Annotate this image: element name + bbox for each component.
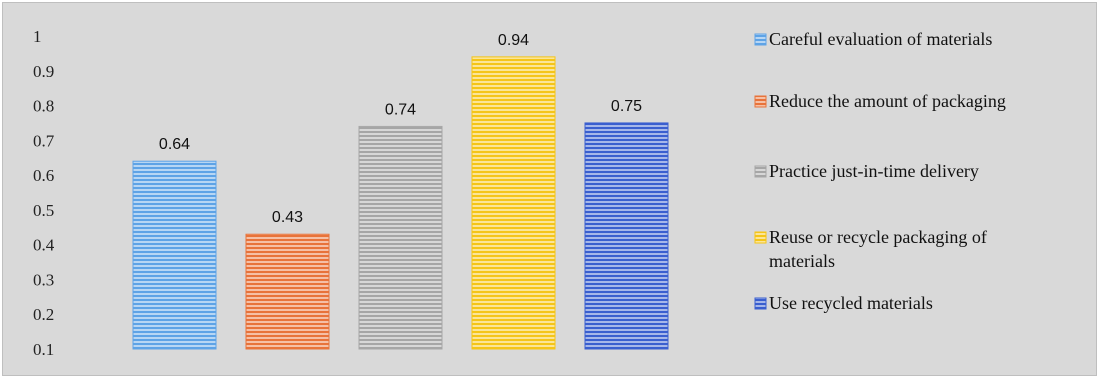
data-label-1: 0.64: [159, 136, 190, 153]
legend-swatch: [754, 165, 767, 178]
y-tick-label: 0.5: [33, 201, 54, 220]
legend-label: materials: [769, 251, 835, 271]
data-label-4: 0.94: [498, 32, 529, 49]
legend-label: Use recycled materials: [769, 293, 933, 313]
bar-3: [358, 125, 443, 350]
bars: [132, 56, 669, 350]
y-tick-label: 0.2: [33, 305, 54, 324]
legend-item-3: Practice just-in-time delivery: [754, 161, 979, 181]
y-tick-label: 0.6: [33, 166, 54, 185]
legend-label: Reduce the amount of packaging: [769, 91, 1006, 111]
data-labels: 0.64 0.43 0.74 0.94 0.75: [159, 32, 642, 226]
legend: Careful evaluation of materials Reduce th…: [754, 29, 1006, 313]
y-axis: 0.1 0.2 0.3 0.4 0.5 0.6 0.7 0.8 0.9 1: [33, 27, 55, 359]
y-tick-label: 0.3: [33, 270, 54, 289]
y-tick-label: 0.8: [33, 97, 54, 116]
bar-4: [471, 56, 556, 350]
legend-item-2: Reduce the amount of packaging: [754, 91, 1006, 111]
legend-item-1: Careful evaluation of materials: [754, 29, 992, 49]
legend-item-5: Use recycled materials: [754, 293, 933, 313]
y-tick-label: 0.9: [33, 62, 54, 81]
data-label-2: 0.43: [272, 209, 303, 226]
bar-5: [584, 122, 669, 350]
bar-chart: 0.1 0.2 0.3 0.4 0.5 0.6 0.7 0.8 0.9 1 0.64 0.43 0.7…: [33, 27, 1006, 359]
y-tick-label: 1: [33, 27, 42, 46]
y-tick-label: 0.4: [33, 236, 55, 255]
legend-label: Careful evaluation of materials: [769, 29, 992, 49]
bar-1: [132, 160, 217, 350]
legend-label: Reuse or recycle packaging of: [769, 227, 987, 247]
bar-2: [245, 233, 330, 350]
legend-item-4: Reuse or recycle packaging of materials: [754, 227, 987, 271]
y-tick-label: 0.1: [33, 340, 54, 359]
data-label-5: 0.75: [611, 98, 642, 115]
y-tick-label: 0.7: [33, 131, 55, 150]
legend-swatch: [754, 33, 767, 46]
legend-swatch: [754, 297, 767, 310]
legend-swatch: [754, 95, 767, 108]
legend-swatch: [754, 231, 767, 244]
legend-label: Practice just-in-time delivery: [769, 161, 979, 181]
data-label-3: 0.74: [385, 101, 416, 118]
